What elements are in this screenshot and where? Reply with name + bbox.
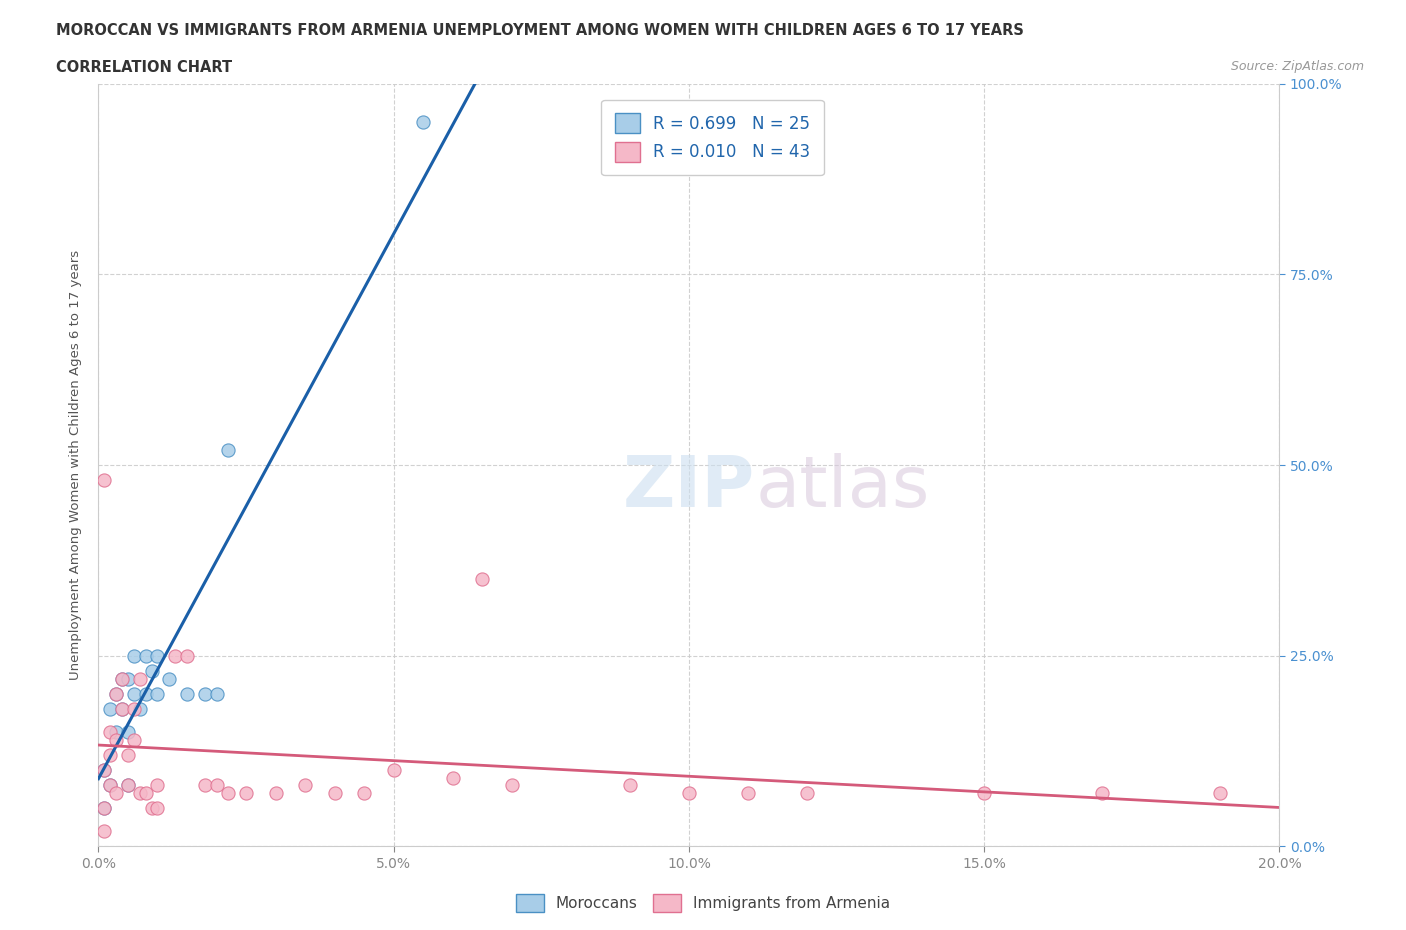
Point bbox=[117, 671, 139, 686]
Point bbox=[93, 472, 115, 487]
Point bbox=[471, 572, 494, 587]
Point bbox=[135, 648, 157, 663]
Point bbox=[678, 786, 700, 801]
Point bbox=[117, 777, 139, 792]
Legend: Moroccans, Immigrants from Armenia: Moroccans, Immigrants from Armenia bbox=[510, 888, 896, 918]
Point bbox=[98, 701, 121, 716]
Point bbox=[353, 786, 375, 801]
Text: CORRELATION CHART: CORRELATION CHART bbox=[56, 60, 232, 75]
Point bbox=[93, 763, 115, 777]
Point bbox=[111, 701, 134, 716]
Y-axis label: Unemployment Among Women with Children Ages 6 to 17 years: Unemployment Among Women with Children A… bbox=[69, 250, 83, 680]
Point bbox=[98, 777, 121, 792]
Point bbox=[264, 786, 287, 801]
Point bbox=[973, 786, 995, 801]
Point bbox=[93, 824, 115, 839]
Point bbox=[122, 686, 145, 701]
Point bbox=[194, 777, 217, 792]
Text: atlas: atlas bbox=[755, 454, 929, 523]
Text: MOROCCAN VS IMMIGRANTS FROM ARMENIA UNEMPLOYMENT AMONG WOMEN WITH CHILDREN AGES : MOROCCAN VS IMMIGRANTS FROM ARMENIA UNEM… bbox=[56, 23, 1024, 38]
Point bbox=[105, 724, 128, 739]
Point bbox=[501, 777, 523, 792]
Point bbox=[93, 763, 115, 777]
Point bbox=[98, 777, 121, 792]
Point bbox=[93, 801, 115, 816]
Point bbox=[1209, 786, 1232, 801]
Point bbox=[235, 786, 257, 801]
Point bbox=[796, 786, 818, 801]
Point bbox=[217, 786, 239, 801]
Point bbox=[205, 777, 228, 792]
Point bbox=[141, 663, 163, 678]
Point bbox=[93, 801, 115, 816]
Point bbox=[105, 786, 128, 801]
Point bbox=[141, 801, 163, 816]
Point bbox=[737, 786, 759, 801]
Point bbox=[412, 114, 434, 129]
Point bbox=[146, 777, 169, 792]
Point bbox=[105, 686, 128, 701]
Text: ZIP: ZIP bbox=[623, 454, 755, 523]
Point bbox=[117, 748, 139, 763]
Point bbox=[205, 686, 228, 701]
Point bbox=[382, 763, 405, 777]
Point bbox=[194, 686, 217, 701]
Point bbox=[117, 724, 139, 739]
Point bbox=[128, 701, 150, 716]
Point bbox=[165, 648, 187, 663]
Point bbox=[157, 671, 180, 686]
Point bbox=[135, 786, 157, 801]
Point bbox=[105, 686, 128, 701]
Point bbox=[176, 686, 198, 701]
Text: Source: ZipAtlas.com: Source: ZipAtlas.com bbox=[1230, 60, 1364, 73]
Point bbox=[146, 686, 169, 701]
Point bbox=[619, 777, 641, 792]
Point bbox=[111, 671, 134, 686]
Point bbox=[122, 701, 145, 716]
Legend: R = 0.699   N = 25, R = 0.010   N = 43: R = 0.699 N = 25, R = 0.010 N = 43 bbox=[602, 100, 824, 176]
Point bbox=[128, 786, 150, 801]
Point bbox=[217, 443, 239, 458]
Point bbox=[98, 724, 121, 739]
Point bbox=[1091, 786, 1114, 801]
Point bbox=[98, 748, 121, 763]
Point bbox=[111, 671, 134, 686]
Point bbox=[146, 648, 169, 663]
Point bbox=[135, 686, 157, 701]
Point bbox=[441, 770, 464, 785]
Point bbox=[294, 777, 316, 792]
Point bbox=[117, 777, 139, 792]
Point bbox=[105, 732, 128, 747]
Point bbox=[122, 648, 145, 663]
Point bbox=[122, 732, 145, 747]
Point bbox=[111, 701, 134, 716]
Point bbox=[176, 648, 198, 663]
Point bbox=[323, 786, 346, 801]
Point bbox=[128, 671, 150, 686]
Point bbox=[146, 801, 169, 816]
